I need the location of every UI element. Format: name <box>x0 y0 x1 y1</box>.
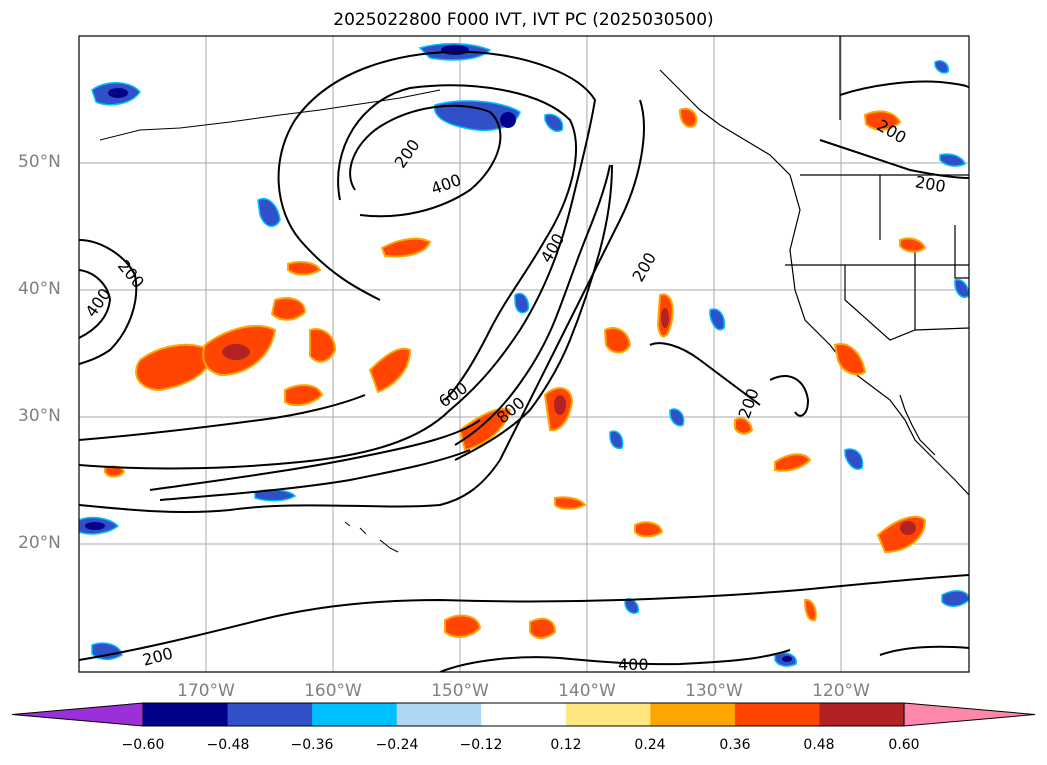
colorbar-segment <box>396 703 482 726</box>
colorbar-segment <box>650 703 736 726</box>
lat-label: 50°N <box>18 152 61 172</box>
colorbar-tick-label: −0.60 <box>121 737 165 753</box>
colorbar-tick-label: −0.12 <box>459 737 503 753</box>
positive-anomalies <box>104 107 927 639</box>
map-title: 2025022800 F000 IVT, IVT PC (2025030500) <box>333 10 714 30</box>
colorbar-tick-label: 0.24 <box>634 737 666 753</box>
lon-label: 160°W <box>304 681 362 701</box>
colorbar-tick-label: 0.60 <box>888 737 920 753</box>
colorbar-tick-label: −0.36 <box>290 737 334 753</box>
colorbar-segment <box>312 703 398 726</box>
colorbar-extend-max <box>903 702 1036 727</box>
negative-anomalies <box>79 42 969 667</box>
colorbar-segment <box>481 703 567 726</box>
colorbar-segment <box>734 703 820 726</box>
colorbar-tick-label: −0.24 <box>375 737 419 753</box>
map-frame <box>78 35 970 673</box>
colorbar-tick-label: −0.48 <box>206 737 250 753</box>
map-canvas: 200 400 200 400 400 200 600 800 200 200 … <box>78 35 970 674</box>
lat-label: 20°N <box>18 533 61 553</box>
colorbar-tick-label: 0.48 <box>803 737 835 753</box>
lon-label: 170°W <box>177 681 235 701</box>
lon-label: 140°W <box>558 681 616 701</box>
lon-label: 150°W <box>431 681 489 701</box>
colorbar-outline <box>142 702 905 727</box>
colorbar-segment <box>227 703 313 726</box>
colorbar-segment <box>565 703 651 726</box>
lon-label: 130°W <box>685 681 743 701</box>
islands <box>99 89 441 553</box>
colorbar-segment <box>143 703 229 726</box>
lon-label: 120°W <box>812 681 870 701</box>
colorbar-segment <box>819 703 905 726</box>
colorbar-tick-label: 0.36 <box>719 737 751 753</box>
lat-label: 30°N <box>18 406 61 426</box>
contour-label: 400 <box>618 655 649 674</box>
colorbar-tick-label: 0.12 <box>550 737 582 753</box>
ivt-contours <box>79 50 969 672</box>
colorbar-extend-min <box>11 702 144 727</box>
lat-label: 40°N <box>18 279 61 299</box>
